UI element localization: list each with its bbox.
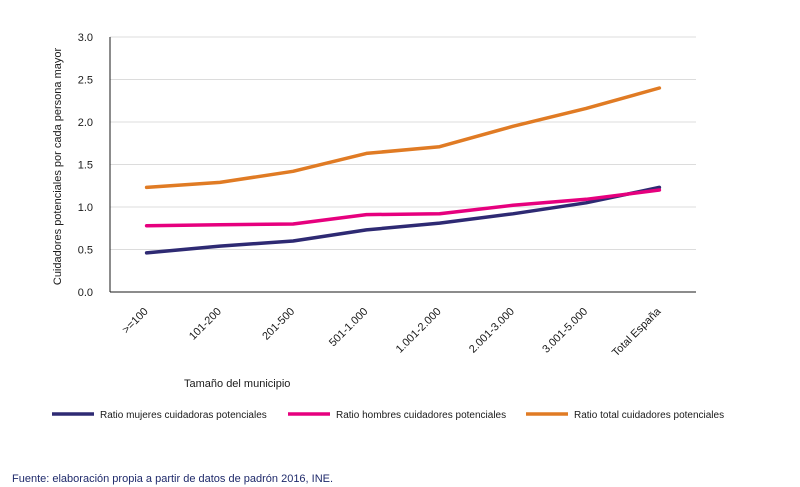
- x-tick-label: 101-200: [187, 306, 224, 343]
- source-label: Fuente:: [12, 473, 50, 485]
- legend-label: Ratio total cuidadores potenciales: [574, 410, 724, 421]
- x-tick-label: 3.001-5.000: [540, 306, 590, 356]
- source-text: elaboración propia a partir de datos de …: [49, 473, 334, 485]
- legend-label: Ratio mujeres cuidadoras potenciales: [100, 410, 267, 421]
- series-line: [144, 86, 662, 190]
- y-axis-title: Cuidadores potenciales por cada persona …: [52, 48, 64, 286]
- y-tick-label: 0.5: [78, 245, 93, 257]
- x-tick-label: Total España: [610, 305, 664, 359]
- y-tick-label: 3.0: [78, 32, 93, 44]
- source-note: Fuente: elaboración propia a partir de d…: [12, 473, 333, 485]
- x-tick-label: >=100: [120, 306, 151, 337]
- y-tick-label: 2.5: [78, 75, 93, 87]
- y-tick-label: 0.0: [78, 287, 93, 299]
- x-tick-label: 2.001-3.000: [467, 306, 517, 356]
- series-line: [144, 188, 662, 228]
- line-chart: 0.0 0.5 1.0 1.5 2.0 2.5 3.0 >=100 101-200 201-500…: [52, 32, 724, 421]
- x-tick-label: 201-500: [260, 306, 297, 343]
- legend-label: Ratio hombres cuidadores potenciales: [336, 410, 506, 421]
- x-tick-label: 1.001-2.000: [394, 306, 444, 356]
- y-tick-label: 1.5: [78, 160, 93, 172]
- series-line: [144, 185, 662, 255]
- y-tick-label: 1.0: [78, 202, 93, 214]
- x-axis-title: Tamaño del municipio: [184, 378, 290, 390]
- y-tick-label: 2.0: [78, 117, 93, 129]
- x-tick-label: 501-1.000: [327, 306, 371, 350]
